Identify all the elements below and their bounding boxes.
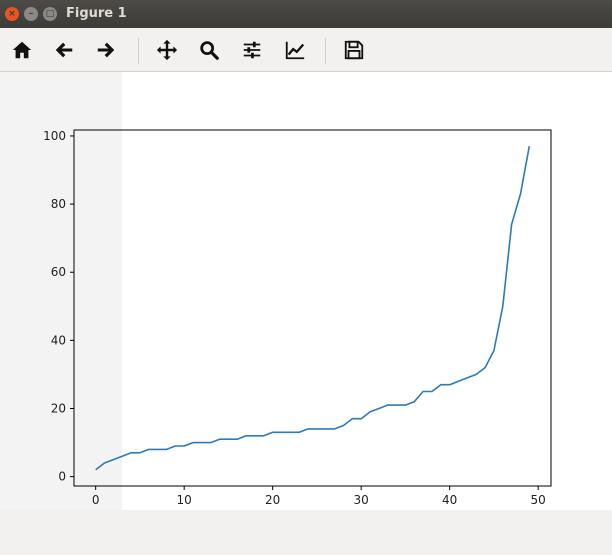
x-tick-label: 10 [177,493,192,507]
forward-button[interactable] [93,37,119,63]
y-tick-label: 60 [51,265,66,279]
figure-canvas[interactable]: 0 10 20 30 40 50 0 20 40 60 80 100 [0,72,612,510]
minimize-window-button[interactable]: – [24,7,38,21]
arrow-left-icon [55,42,73,58]
x-tick-label: 40 [442,493,457,507]
y-tick-label: 20 [51,401,66,415]
toolbar-separator [325,38,326,64]
x-tick-label: 30 [354,493,369,507]
arrow-right-icon [97,42,115,58]
x-tick-label: 50 [531,493,546,507]
x-tick-label: 0 [92,493,100,507]
magnifier-icon [200,41,219,60]
status-bar [0,510,612,555]
y-tick-label: 40 [51,333,66,347]
sliders-icon [243,41,261,59]
axes-frame [73,129,552,487]
pan-button[interactable] [154,37,180,63]
window-title: Figure 1 [66,6,127,21]
toolbar-separator [138,38,139,64]
edit-axes-button[interactable] [282,37,308,63]
close-window-button[interactable]: × [5,7,19,21]
home-icon [12,41,32,59]
line-chart: 0 10 20 30 40 50 0 20 40 60 80 100 [43,129,552,507]
canvas-shaded-region [0,72,122,510]
configure-subplots-button[interactable] [239,37,265,63]
navigation-toolbar [0,28,612,72]
window-titlebar: × – □ Figure 1 [0,0,612,28]
floppy-disk-icon [344,40,364,60]
y-tick-label: 100 [43,129,66,143]
save-button[interactable] [341,37,367,63]
chart-line-icon [285,41,305,60]
zoom-button[interactable] [196,37,222,63]
x-tick-label: 20 [265,493,280,507]
series-line [95,146,531,471]
maximize-window-button[interactable]: □ [43,7,57,21]
home-button[interactable] [9,37,35,63]
y-tick-label: 80 [51,197,66,211]
y-tick-label: 0 [58,470,66,484]
move-icon [156,39,178,61]
back-button[interactable] [51,37,77,63]
